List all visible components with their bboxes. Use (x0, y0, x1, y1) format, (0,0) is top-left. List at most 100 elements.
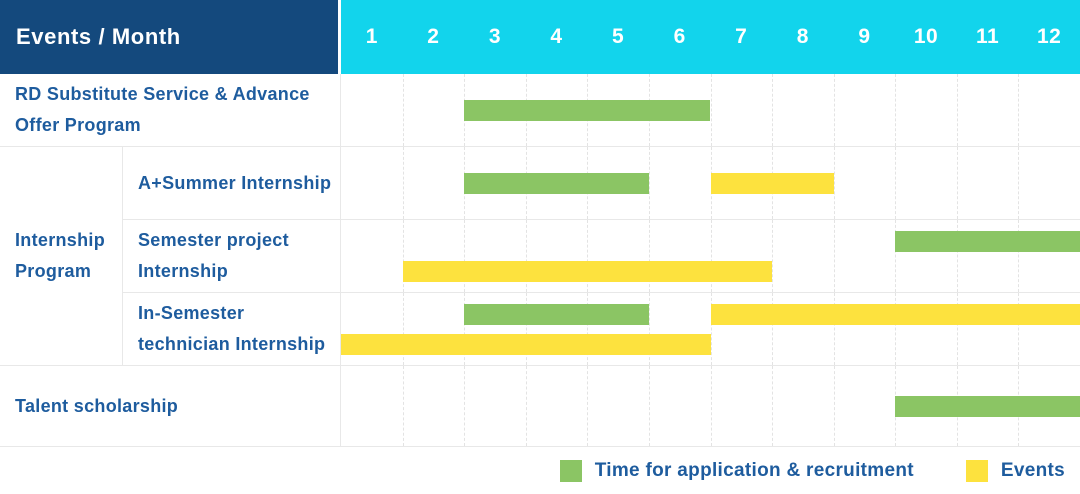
legend-item-application-recruitment: Time for application & recruitment (559, 459, 914, 482)
row-label-text: In-Semester technician Internship (138, 303, 326, 354)
month-gridline (710, 293, 712, 365)
month-header-cell: 3 (488, 25, 502, 48)
month-header-cell: 4 (550, 25, 563, 48)
month-gridline (464, 220, 466, 292)
chart-row-talent-scholarship (341, 366, 1080, 447)
gantt-bar-green (464, 172, 649, 194)
month-gridline (772, 293, 774, 365)
month-gridline (710, 220, 712, 292)
row-label-talent-scholarship: Talent scholarship (0, 366, 341, 447)
gantt-lane (341, 333, 1080, 355)
month-header-cell: 11 (975, 25, 1000, 48)
month-gridline (402, 293, 404, 365)
month-gridline (956, 147, 958, 219)
gantt-bar-yellow (710, 303, 1080, 325)
month-gridline (648, 366, 650, 446)
gantt-bar-yellow (710, 172, 834, 194)
month-gridline (956, 74, 958, 146)
month-header-cell: 10 (913, 25, 939, 48)
chart-row-in-semester-technician-internship (341, 293, 1080, 366)
gantt-lane (341, 99, 1080, 121)
gantt-bar-green (895, 395, 1080, 417)
month-gridline (464, 293, 466, 365)
gantt-bar-yellow (402, 260, 773, 282)
row-label-in-semester-technician-internship: In-Semester technician Internship (123, 293, 341, 366)
table-header: Events / Month 1 2 3 4 5 6 7 8 9 10 11 12 (0, 0, 1080, 74)
month-gridline (525, 220, 527, 292)
row-label-text: A+Summer Internship (138, 172, 332, 193)
gantt-bar-yellow (341, 333, 711, 355)
month-gridline (833, 366, 835, 446)
month-header-cell: 1 (365, 25, 378, 48)
green-legend-swatch (559, 459, 582, 482)
month-header-cell: 2 (427, 25, 440, 48)
gantt-lane (341, 303, 1080, 325)
events-month-label: Events / Month (16, 24, 181, 49)
legend: Time for application & recruitment Event… (0, 447, 1080, 494)
row-label-a-summer-internship: A+Summer Internship (123, 147, 341, 220)
month-gridline (464, 366, 466, 446)
month-header-cell: 8 (796, 25, 809, 48)
month-header-cell: 6 (673, 25, 686, 48)
row-label-rd-substitute-service: RD Substitute Service & Advance Offer Pr… (0, 74, 341, 147)
month-gridline (895, 293, 897, 365)
gantt-lane (341, 260, 1080, 282)
legend-label: Events (1000, 459, 1065, 481)
gantt-lane (341, 230, 1080, 252)
month-gridline (587, 220, 589, 292)
table-body: RD Substitute Service & Advance Offer Pr… (0, 74, 1080, 447)
month-gridline (525, 366, 527, 446)
month-gridline (648, 293, 650, 365)
events-month-header-cell: Events / Month (0, 0, 341, 74)
month-gridline (956, 220, 958, 292)
month-header-cell: 9 (858, 25, 871, 48)
month-gridline (772, 74, 774, 146)
row-label-semester-project-internship: Semester project Internship (123, 220, 341, 293)
month-gridline (895, 147, 897, 219)
month-gridline (833, 147, 835, 219)
month-gridline (1018, 293, 1020, 365)
month-gridline (525, 293, 527, 365)
month-gridline (710, 74, 712, 146)
month-header-cell: 7 (735, 25, 748, 48)
month-gridline (1018, 74, 1020, 146)
month-gridline (402, 220, 404, 292)
gantt-bar-green (464, 99, 711, 121)
month-header-cell: 12 (1036, 25, 1062, 48)
month-gridline (833, 220, 835, 292)
month-gridline (587, 293, 589, 365)
month-gridline (402, 147, 404, 219)
month-gridline (1018, 220, 1020, 292)
legend-item-events: Events (965, 459, 1065, 482)
month-gridline (648, 220, 650, 292)
month-gridline (587, 366, 589, 446)
yellow-legend-swatch (965, 459, 988, 482)
month-gridline (956, 293, 958, 365)
chart-row-rd-substitute-service (341, 74, 1080, 147)
month-gridline (833, 293, 835, 365)
row-label-text: Talent scholarship (15, 395, 179, 416)
chart-row-a-summer-internship (341, 147, 1080, 220)
gantt-lane (341, 395, 1080, 417)
month-gridline (402, 366, 404, 446)
gantt-lane (341, 172, 1080, 194)
month-gridline (895, 220, 897, 292)
month-gridline (772, 366, 774, 446)
month-gridline (648, 147, 650, 219)
month-gridline (1018, 147, 1020, 219)
gantt-bar-green (895, 230, 1080, 252)
chart-row-semester-project-internship (341, 220, 1080, 293)
group-label-internship-program: Internship Program (0, 147, 123, 366)
month-gridline (895, 74, 897, 146)
legend-label: Time for application & recruitment (594, 459, 914, 481)
row-label-text: RD Substitute Service & Advance Offer Pr… (15, 84, 310, 135)
month-gridline (833, 74, 835, 146)
month-gridline (402, 74, 404, 146)
group-label-text: Internship Program (15, 230, 106, 281)
month-header-row: 1 2 3 4 5 6 7 8 9 10 11 12 (341, 0, 1080, 74)
gantt-bar-green (464, 303, 649, 325)
month-gridline (710, 366, 712, 446)
row-label-text: Semester project Internship (138, 230, 289, 281)
month-header-cell: 5 (612, 25, 625, 48)
